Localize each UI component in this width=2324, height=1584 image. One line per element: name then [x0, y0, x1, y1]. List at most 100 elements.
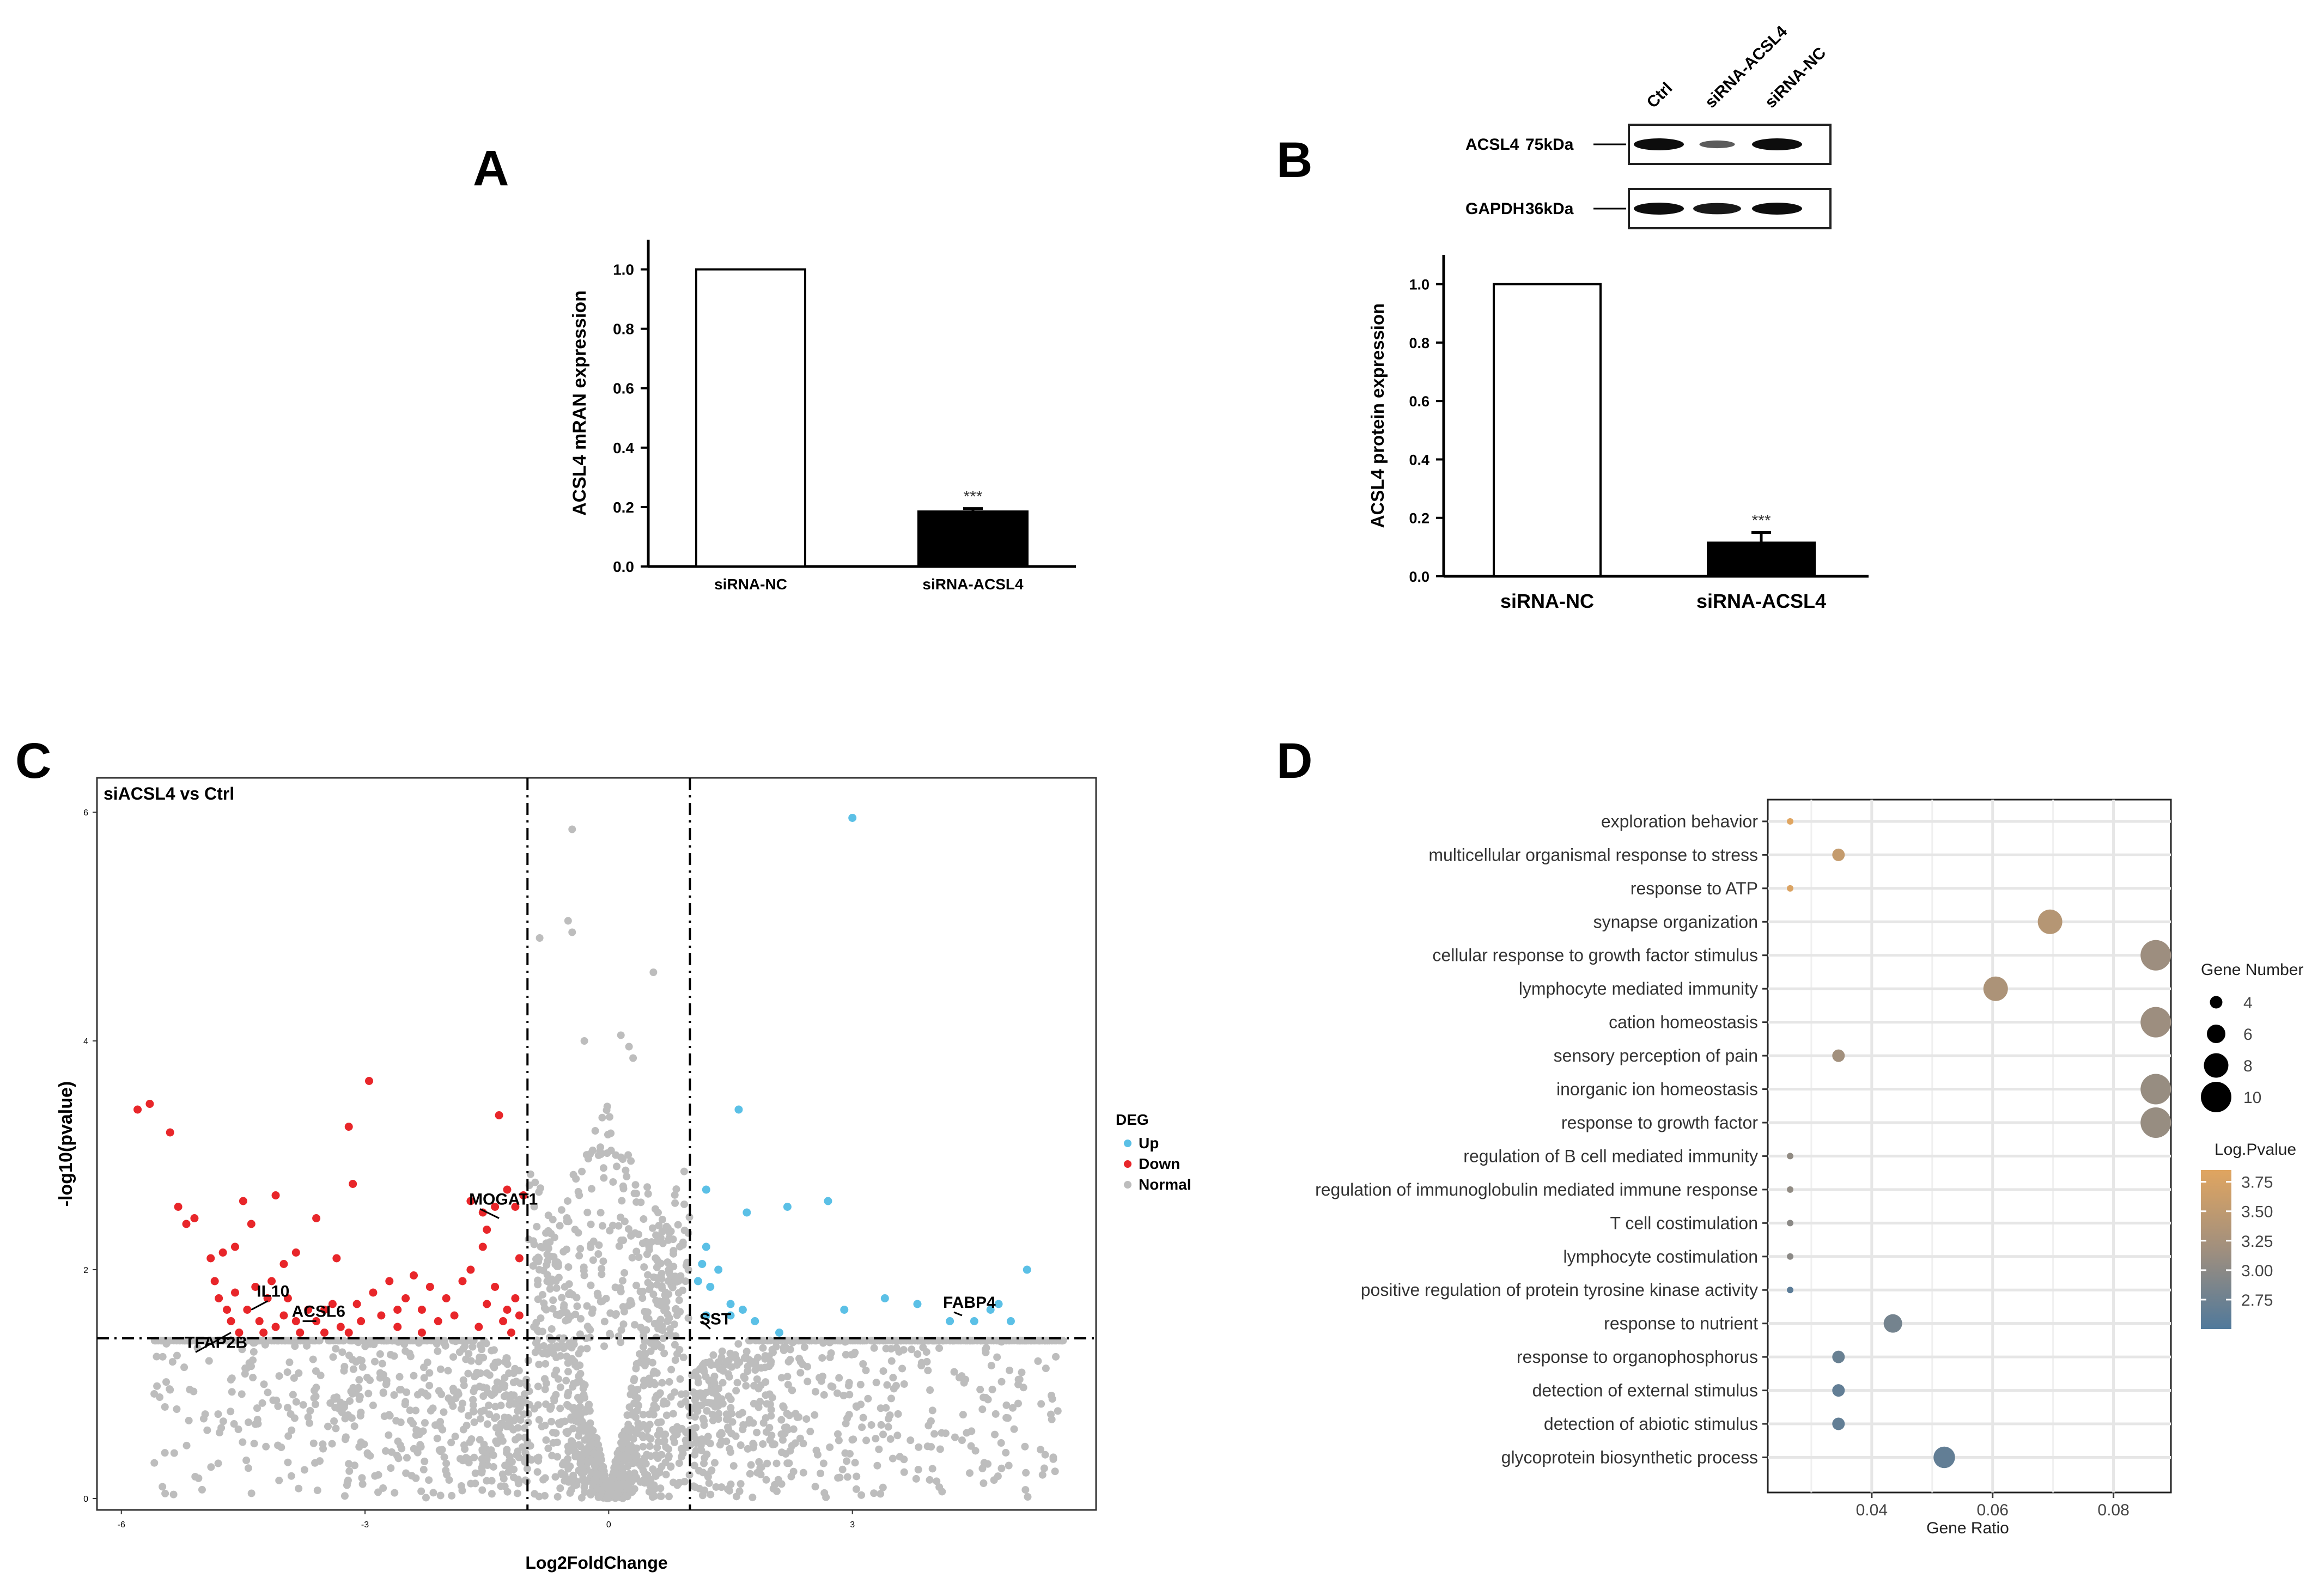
normal-point	[912, 1475, 920, 1483]
normal-point	[561, 1477, 569, 1485]
normal-point	[386, 1412, 394, 1420]
normal-point	[749, 1440, 757, 1448]
normal-point	[169, 1490, 178, 1498]
normal-point	[520, 1410, 528, 1418]
normal-point	[665, 1259, 673, 1268]
normal-point	[216, 1429, 224, 1437]
normal-point	[993, 1353, 1001, 1361]
normal-point	[632, 1425, 641, 1434]
normal-point	[784, 1381, 792, 1389]
normal-point	[535, 1188, 543, 1196]
normal-point	[309, 1355, 317, 1363]
normal-point	[600, 1318, 609, 1326]
normal-point	[549, 1305, 557, 1313]
normal-point	[951, 1433, 959, 1441]
normal-point	[230, 1420, 238, 1428]
normal-point	[564, 1402, 573, 1410]
down-point	[377, 1311, 386, 1320]
normal-point	[629, 1054, 637, 1062]
normal-point	[699, 1469, 707, 1477]
up-point	[738, 1306, 747, 1314]
normal-point	[936, 1445, 944, 1453]
normal-point	[249, 1356, 257, 1364]
down-point	[491, 1283, 500, 1291]
normal-point	[646, 1434, 654, 1442]
normal-point	[617, 1288, 625, 1296]
normal-point	[958, 1436, 966, 1445]
y-tick-label: 0.0	[1409, 569, 1429, 585]
normal-point	[656, 1315, 665, 1324]
normal-point	[653, 1263, 661, 1271]
normal-point	[740, 1421, 748, 1429]
normal-point	[680, 1477, 689, 1485]
normal-point	[542, 1436, 550, 1444]
normal-point	[583, 1344, 591, 1353]
normal-point	[1047, 1392, 1055, 1399]
normal-point	[478, 1486, 486, 1494]
up-point	[913, 1300, 922, 1308]
x-category-label: siRNA-ACSL4	[1696, 590, 1826, 612]
term-dot	[1787, 1287, 1794, 1294]
normal-point	[567, 1437, 575, 1445]
normal-point	[421, 1419, 429, 1427]
normal-point	[417, 1487, 425, 1495]
normal-point	[620, 1269, 629, 1277]
normal-point	[272, 1396, 281, 1404]
normal-point	[1002, 1401, 1011, 1409]
normal-point	[585, 1325, 593, 1333]
normal-point	[488, 1490, 496, 1498]
normal-point	[506, 1396, 514, 1404]
normal-point	[573, 1362, 581, 1370]
normal-point	[378, 1360, 386, 1368]
normal-point	[691, 1390, 699, 1398]
panel-c-volcano-plot: IL10 TFAP2B ACSL6 MOGAT1 SST FABP4 siACSL4 vs …	[56, 777, 1191, 1573]
bar-sirna-acsl4	[917, 510, 1029, 568]
normal-point	[679, 1241, 687, 1249]
normal-point	[571, 1226, 579, 1234]
normal-point	[564, 917, 572, 925]
normal-point	[641, 1360, 649, 1368]
normal-point	[877, 1421, 885, 1429]
normal-point	[603, 1102, 611, 1111]
normal-point	[422, 1494, 430, 1502]
normal-point	[632, 1399, 640, 1407]
normal-point	[552, 1284, 561, 1292]
normal-point	[664, 1236, 672, 1244]
term-dot	[1787, 1186, 1794, 1193]
normal-point	[933, 1477, 941, 1485]
panel-b-bar-chart: 0.0 0.2 0.4 0.6 0.8 1.0 ACSL4 protein expressi…	[1367, 255, 1869, 612]
normal-point	[577, 1469, 586, 1477]
normal-point	[834, 1430, 842, 1438]
normal-point	[285, 1358, 294, 1367]
normal-point	[569, 1383, 577, 1391]
normal-point	[540, 1342, 548, 1350]
normal-point	[564, 1217, 573, 1226]
normal-point	[879, 1367, 887, 1375]
normal-point	[619, 1303, 627, 1311]
normal-point	[1034, 1357, 1042, 1365]
color-legend-label: 3.25	[2241, 1233, 2273, 1251]
normal-point	[753, 1428, 761, 1436]
normal-point	[656, 1451, 664, 1459]
normal-point	[162, 1378, 171, 1386]
normal-point	[549, 1439, 557, 1447]
color-legend-label: 3.00	[2241, 1262, 2273, 1280]
normal-point	[927, 1417, 935, 1425]
normal-point	[658, 1300, 666, 1308]
term-label: exploration behavior	[1601, 812, 1759, 831]
term-dot	[1832, 1049, 1845, 1062]
up-point	[706, 1283, 715, 1291]
normal-point	[670, 1250, 678, 1258]
normal-point	[587, 1220, 595, 1228]
normal-point	[512, 1435, 520, 1443]
normal-point	[763, 1459, 771, 1467]
down-point	[255, 1317, 264, 1325]
normal-point	[584, 1432, 592, 1440]
normal-point	[900, 1455, 908, 1464]
normal-point	[369, 1402, 377, 1410]
normal-point	[406, 1406, 414, 1415]
normal-point	[185, 1416, 193, 1424]
down-point	[296, 1329, 305, 1337]
down-point	[483, 1300, 491, 1308]
normal-point	[483, 1455, 491, 1463]
